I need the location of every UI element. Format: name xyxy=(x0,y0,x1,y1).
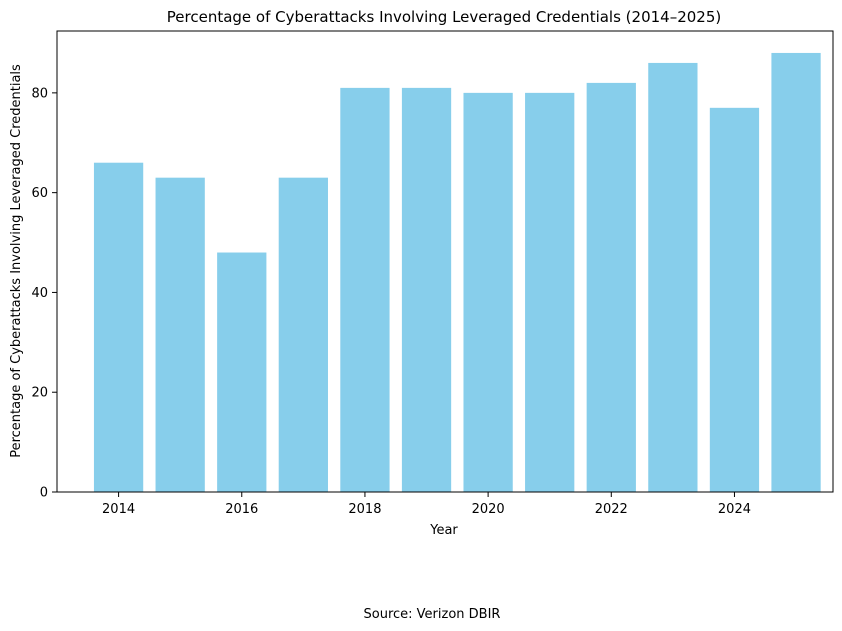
chart-title: Percentage of Cyberattacks Involving Lev… xyxy=(167,8,721,26)
bar-2020 xyxy=(463,92,513,493)
x-tick-label-2014: 2014 xyxy=(102,502,135,517)
bar-2014 xyxy=(93,162,144,492)
bar-2022 xyxy=(586,82,636,492)
bar-2025 xyxy=(771,52,821,492)
bars-group xyxy=(93,52,821,493)
bar-2023 xyxy=(648,62,698,493)
y-tick-label-0: 0 xyxy=(40,486,48,501)
bar-2015 xyxy=(155,177,205,492)
bar-2018 xyxy=(340,87,390,492)
bar-2024 xyxy=(709,107,760,492)
x-tick-label-2018: 2018 xyxy=(348,502,381,517)
x-tick-label-2016: 2016 xyxy=(225,502,258,517)
bar-2016 xyxy=(217,252,267,492)
plot-frame xyxy=(56,30,834,493)
bar-2021 xyxy=(525,92,575,493)
y-axis-label: Percentage of Cyberattacks Involving Lev… xyxy=(9,64,24,458)
y-tick-label-80: 80 xyxy=(31,86,48,101)
x-tick-label-2022: 2022 xyxy=(595,502,628,517)
y-tick-label-20: 20 xyxy=(31,386,48,401)
y-axis-ticks: 0 20 40 60 80 xyxy=(31,86,57,501)
y-tick-label-40: 40 xyxy=(31,286,48,301)
x-tick-label-2020: 2020 xyxy=(472,502,505,517)
x-tick-label-2024: 2024 xyxy=(718,502,751,517)
bar-2017 xyxy=(278,177,328,492)
y-tick-label-60: 60 xyxy=(31,186,48,201)
x-axis-label: Year xyxy=(429,523,458,538)
source-caption: Source: Verizon DBIR xyxy=(364,607,501,622)
bar-2019 xyxy=(401,87,452,492)
x-axis-ticks: 2014 2016 2018 2020 2022 2024 xyxy=(102,492,751,517)
